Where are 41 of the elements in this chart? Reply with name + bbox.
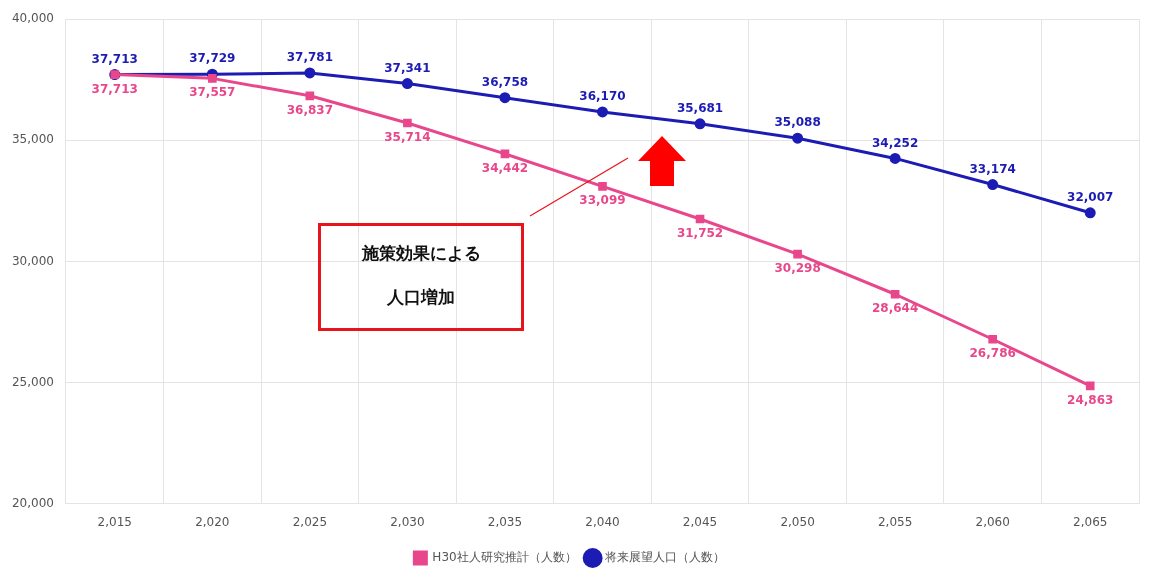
data-label: 37,341 (384, 60, 431, 75)
x-tick-label: 2,020 (195, 514, 230, 529)
x-tick-label: 2,025 (292, 514, 328, 529)
data-label: 32,007 (1067, 189, 1114, 204)
x-tick-label: 2,050 (780, 514, 815, 529)
data-label: 31,752 (676, 226, 724, 241)
data-label: 35,681 (676, 100, 724, 115)
y-tick-label: 25,000 (11, 374, 54, 389)
data-label: 36,758 (481, 74, 529, 89)
x-tick-label: 2,055 (877, 514, 913, 529)
data-label: 35,088 (774, 115, 821, 130)
data-label: 33,099 (579, 193, 626, 208)
data-label: 28,644 (871, 301, 919, 316)
x-tick-label: 2,015 (97, 514, 132, 529)
y-tick-label: 35,000 (11, 132, 54, 147)
legend-label: 将来展望人口（人数） (603, 550, 725, 565)
y-tick-label: 20,000 (11, 495, 54, 510)
x-tick-label: 2,040 (585, 514, 620, 529)
data-label: 36,837 (286, 102, 334, 117)
x-tick-label: 2,060 (975, 514, 1010, 529)
data-label: 30,298 (774, 261, 821, 276)
data-label: 34,252 (871, 135, 919, 150)
data-label: 37,713 (91, 51, 138, 66)
text: 施策効果による人口増加 (361, 243, 481, 307)
y-tick-label: 40,000 (11, 11, 54, 26)
legend-label: H30社人研究推計（人数） (432, 550, 577, 565)
data-label: 35,714 (384, 130, 431, 145)
data-label: 37,713 (91, 81, 138, 96)
x-tick-label: 2,035 (487, 514, 523, 529)
x-tick-label: 2,045 (682, 514, 718, 529)
data-label: 36,170 (579, 89, 626, 104)
y-tick-label: 30,000 (11, 253, 54, 268)
x-tick-label: 2,030 (390, 514, 425, 529)
data-label: 34,442 (481, 160, 529, 175)
data-label: 24,863 (1067, 392, 1114, 407)
x-tick-label: 2,065 (1073, 514, 1108, 529)
data-label: 37,729 (189, 51, 236, 66)
data-label: 37,557 (189, 85, 236, 100)
data-label: 26,786 (969, 346, 1016, 361)
data-label: 37,781 (286, 50, 334, 65)
data-label: 33,174 (969, 161, 1016, 176)
